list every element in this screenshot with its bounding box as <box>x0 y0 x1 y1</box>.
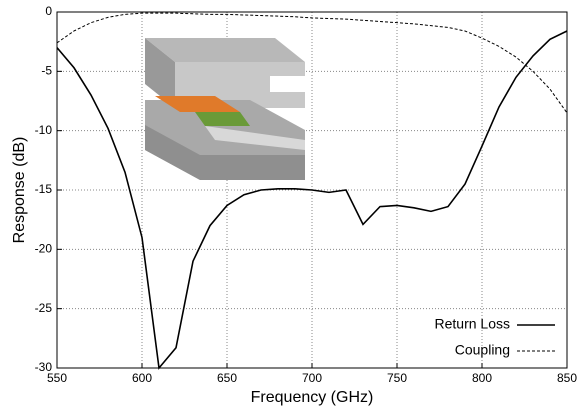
legend-label: Coupling <box>455 342 510 358</box>
y-tick-label: -10 <box>35 123 53 137</box>
legend-label: Return Loss <box>435 316 510 332</box>
page: 0-5-10-15-20-25-30550600650700750800850 … <box>0 0 581 410</box>
x-tick-label: 850 <box>557 371 577 385</box>
inset-image <box>145 38 305 180</box>
x-tick-label: 550 <box>47 371 67 385</box>
x-tick-label: 650 <box>217 371 237 385</box>
chart: 0-5-10-15-20-25-30550600650700750800850 … <box>0 0 581 410</box>
y-tick-label: -15 <box>35 182 53 196</box>
x-axis-label: Frequency (GHz) <box>251 389 374 406</box>
x-tick-label: 700 <box>302 371 322 385</box>
y-tick-label: 0 <box>45 4 52 18</box>
y-tick-label: -25 <box>35 301 53 315</box>
y-axis-label: Response (dB) <box>11 137 28 244</box>
x-tick-label: 800 <box>472 371 492 385</box>
y-tick-label: -20 <box>35 242 53 256</box>
x-tick-label: 750 <box>387 371 407 385</box>
y-tick-label: -5 <box>41 64 52 78</box>
x-tick-label: 600 <box>132 371 152 385</box>
